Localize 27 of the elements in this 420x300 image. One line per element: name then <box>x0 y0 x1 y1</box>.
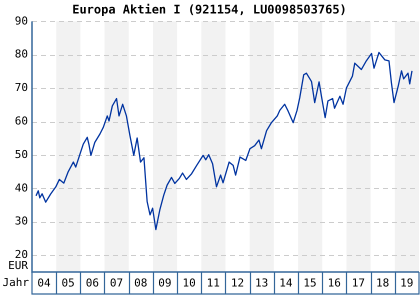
x-tick-label: 12 <box>230 276 244 290</box>
x-tick-label: 14 <box>279 276 293 290</box>
y-tick-label: 50 <box>14 148 28 161</box>
y-tick-label: 80 <box>14 48 28 61</box>
x-tick-label: 11 <box>206 276 220 290</box>
x-tick-label: 17 <box>352 276 366 290</box>
x-tick-label: 16 <box>328 276 341 290</box>
y-tick-label: 70 <box>14 81 28 94</box>
x-tick-label: 08 <box>134 276 148 290</box>
chart-title: Europa Aktien I (921154, LU0098503765) <box>72 2 347 16</box>
x-tick-label: 15 <box>303 276 317 290</box>
x-tick-label: 07 <box>110 276 124 290</box>
x-tick-label: 18 <box>376 276 390 290</box>
y-tick-label: 30 <box>14 214 28 228</box>
x-tick-label: 04 <box>37 276 52 290</box>
x-tick-label: 10 <box>182 276 196 290</box>
x-tick-label: 13 <box>255 276 268 290</box>
x-tick-label: 19 <box>400 276 414 290</box>
x-tick-label: 06 <box>86 276 99 290</box>
y-tick-label: 90 <box>14 14 28 28</box>
y-tick-label: 60 <box>14 114 28 128</box>
y-tick-label: 20 <box>14 248 28 262</box>
y-axis-title: EUR <box>8 258 28 272</box>
x-tick-label: 05 <box>62 276 75 290</box>
y-tick-label: 40 <box>14 181 28 194</box>
x-tick-label: 09 <box>158 276 172 290</box>
x-axis-title: Jahr <box>2 276 30 289</box>
